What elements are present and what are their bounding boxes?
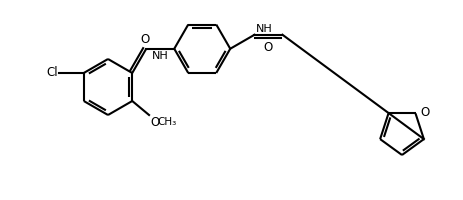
Text: O: O	[263, 41, 273, 54]
Text: O: O	[150, 116, 159, 129]
Text: O: O	[419, 106, 429, 119]
Text: O: O	[140, 33, 150, 46]
Text: NH: NH	[255, 24, 272, 34]
Text: NH: NH	[151, 51, 168, 61]
Text: Cl: Cl	[46, 66, 57, 79]
Text: CH₃: CH₃	[156, 117, 176, 127]
